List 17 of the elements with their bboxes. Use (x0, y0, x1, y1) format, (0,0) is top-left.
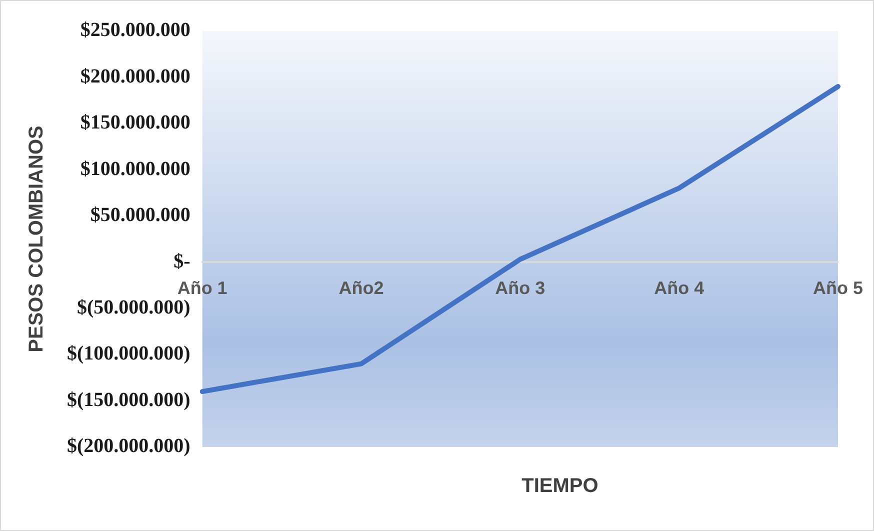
x-tick-label: Año2 (338, 278, 384, 298)
y-tick-label: $200.000.000 (80, 65, 190, 88)
y-tick-label: $(200.000.000) (66, 435, 190, 458)
y-tick-label: $(50.000.000) (76, 296, 190, 319)
y-tick-label: $100.000.000 (80, 158, 190, 180)
x-tick-label: Año 5 (812, 278, 864, 298)
x-tick-label: Año 1 (177, 278, 228, 298)
y-tick-label: $(150.000.000) (66, 388, 190, 411)
y-tick-label: $50.000.000 (90, 204, 190, 226)
y-tick-label: $(100.000.000) (66, 342, 190, 365)
x-tick-label: Año 4 (654, 278, 704, 298)
x-axis-title: TIEMPO (520, 475, 600, 498)
y-tick-label: $250.000.000 (80, 19, 190, 42)
y-axis-title: PESOS COLOMBIANOS (26, 126, 48, 352)
x-tick-label: Año 3 (495, 278, 546, 298)
y-tick-label: $- (174, 250, 190, 272)
y-tick-label: $150.000.000 (80, 112, 190, 134)
